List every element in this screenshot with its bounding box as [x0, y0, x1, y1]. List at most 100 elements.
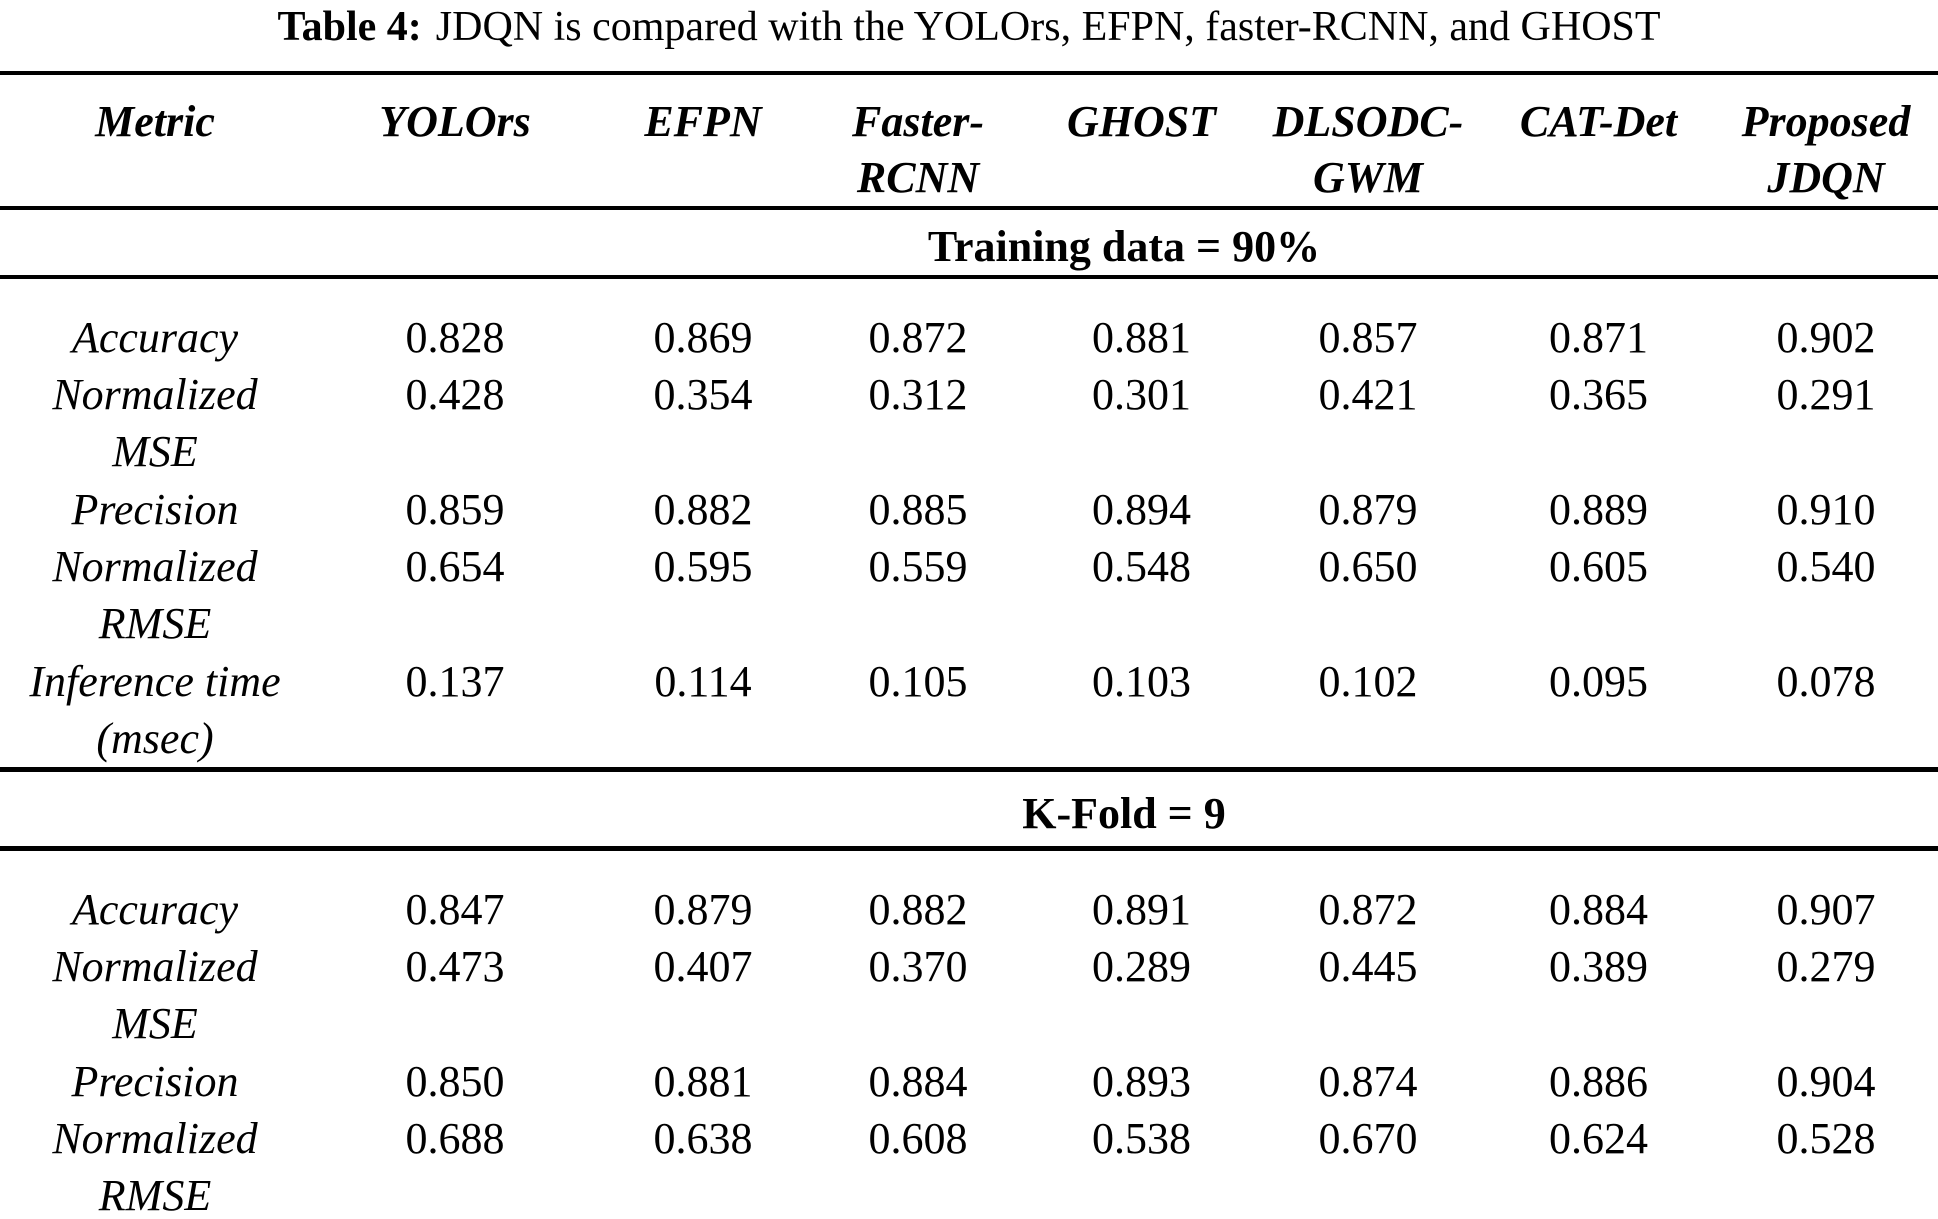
value-cell: 0.428	[405, 370, 505, 419]
value-cell: 0.881	[1092, 313, 1191, 362]
value-cell: 0.879	[653, 885, 753, 934]
value-cell: 0.095	[1549, 657, 1648, 706]
value-cell: 0.473	[405, 942, 505, 991]
value-cell: 0.654	[405, 542, 505, 591]
column-header-efpn: EFPN	[600, 71, 806, 210]
value-cell: 0.857	[1318, 313, 1418, 362]
value-cell: 0.445	[1318, 942, 1418, 991]
section-header-training: Training data = 90%	[310, 208, 1938, 279]
value-cell: 0.882	[653, 485, 753, 534]
value-cell: 0.407	[653, 942, 753, 991]
value-cell: 0.881	[653, 1057, 753, 1106]
table-row: Accuracy 0.828 0.869 0.872 0.881 0.857 0…	[0, 277, 1938, 366]
value-cell: 0.370	[868, 942, 968, 991]
value-cell: 0.389	[1549, 942, 1648, 991]
metric-label-cell: Accuracy	[71, 885, 239, 934]
value-cell: 0.528	[1714, 1110, 1938, 1219]
column-header-metric: Metric	[0, 71, 310, 210]
value-cell: 0.894	[1092, 485, 1191, 534]
value-cell: 0.105	[868, 657, 968, 706]
section-header-row: K-Fold = 9	[0, 767, 1938, 851]
value-cell: 0.847	[405, 885, 505, 934]
value-cell: 0.904	[1776, 1057, 1876, 1106]
value-cell: 0.291	[1776, 370, 1876, 419]
value-cell: 0.872	[1318, 885, 1418, 934]
value-cell: 0.688	[310, 1110, 600, 1219]
table-row: Accuracy 0.847 0.879 0.882 0.891 0.872 0…	[0, 849, 1938, 939]
value-cell: 0.884	[1549, 885, 1648, 934]
value-cell: 0.279	[1776, 942, 1876, 991]
column-header-proposed-jdqn: Proposed JDQN	[1714, 71, 1938, 210]
value-cell: 0.891	[1092, 885, 1191, 934]
value-cell: 0.650	[1318, 542, 1418, 591]
caption-label: Table 4:	[277, 4, 422, 50]
value-cell: 0.638	[600, 1110, 806, 1219]
metric-label-cell: Accuracy	[71, 313, 239, 362]
value-cell: 0.885	[868, 485, 968, 534]
value-cell: 0.548	[1092, 542, 1191, 591]
value-cell: 0.137	[405, 657, 505, 706]
value-cell: 0.301	[1092, 370, 1191, 419]
table-row: Normalized MSE 0.473 0.407 0.370 0.289 0…	[0, 938, 1938, 1053]
table-row: Normalized MSE 0.428 0.354 0.312 0.301 0…	[0, 366, 1938, 481]
table-caption: Table 4: JDQN is compared with the YOLOrs…	[0, 0, 1938, 54]
table-row: Normalized RMSE 0.688 0.638 0.608 0.538 …	[0, 1110, 1938, 1219]
metric-label-cell: Normalized MSE	[52, 370, 258, 476]
value-cell: 0.910	[1776, 485, 1876, 534]
value-cell: 0.312	[868, 370, 968, 419]
value-cell: 0.859	[405, 485, 505, 534]
value-cell: 0.605	[1549, 542, 1648, 591]
table-row: Precision 0.850 0.881 0.884 0.893 0.874 …	[0, 1053, 1938, 1110]
column-header-yolors: YOLOrs	[310, 71, 600, 210]
column-header-cat-det: CAT-Det	[1483, 71, 1714, 210]
value-cell: 0.828	[405, 313, 505, 362]
metric-label-cell: Precision	[71, 1057, 239, 1106]
value-cell: 0.078	[1776, 657, 1876, 706]
value-cell: 0.670	[1253, 1110, 1483, 1219]
value-cell: 0.540	[1776, 542, 1876, 591]
column-header-dlsodc-gwm: DLSODC- GWM	[1253, 71, 1483, 210]
table-row: Precision 0.859 0.882 0.885 0.894 0.879 …	[0, 481, 1938, 538]
value-cell: 0.869	[653, 313, 753, 362]
table-row: Normalized RMSE 0.654 0.595 0.559 0.548 …	[0, 538, 1938, 653]
value-cell: 0.595	[653, 542, 753, 591]
value-cell: 0.421	[1318, 370, 1418, 419]
value-cell: 0.907	[1776, 885, 1876, 934]
metric-label-cell: Inference time (msec)	[29, 657, 281, 763]
value-cell: 0.354	[653, 370, 753, 419]
value-cell: 0.608	[806, 1110, 1030, 1219]
empty-cell	[0, 767, 310, 851]
value-cell: 0.850	[405, 1057, 505, 1106]
value-cell: 0.624	[1483, 1110, 1714, 1219]
value-cell: 0.902	[1776, 313, 1876, 362]
value-cell: 0.103	[1092, 657, 1191, 706]
value-cell: 0.889	[1549, 485, 1648, 534]
column-header-faster-rcnn: Faster- RCNN	[806, 71, 1030, 210]
comparison-table: Metric YOLOrs EFPN Faster- RCNN GHOST DL…	[0, 71, 1938, 1219]
value-cell: 0.289	[1092, 942, 1191, 991]
caption-text: JDQN is compared with the YOLOrs, EFPN, …	[435, 4, 1661, 50]
metric-label-cell: Normalized RMSE	[52, 542, 258, 648]
value-cell: 0.871	[1549, 313, 1648, 362]
value-cell: 0.872	[868, 313, 968, 362]
metric-label-cell: Precision	[71, 485, 239, 534]
header-row: Metric YOLOrs EFPN Faster- RCNN GHOST DL…	[0, 71, 1938, 210]
value-cell: 0.114	[654, 657, 752, 706]
empty-cell	[0, 208, 310, 279]
column-header-ghost: GHOST	[1030, 71, 1253, 210]
value-cell: 0.538	[1030, 1110, 1253, 1219]
metric-label-cell: Normalized MSE	[52, 942, 258, 1048]
value-cell: 0.879	[1318, 485, 1418, 534]
metric-label-cell: Normalized RMSE	[0, 1110, 310, 1219]
value-cell: 0.893	[1092, 1057, 1191, 1106]
value-cell: 0.102	[1318, 657, 1418, 706]
value-cell: 0.884	[868, 1057, 968, 1106]
value-cell: 0.365	[1549, 370, 1648, 419]
value-cell: 0.882	[868, 885, 968, 934]
section-header-kfold: K-Fold = 9	[310, 767, 1938, 851]
section-header-row: Training data = 90%	[0, 208, 1938, 279]
table-row: Inference time (msec) 0.137 0.114 0.105 …	[0, 653, 1938, 770]
value-cell: 0.874	[1318, 1057, 1418, 1106]
value-cell: 0.886	[1549, 1057, 1648, 1106]
